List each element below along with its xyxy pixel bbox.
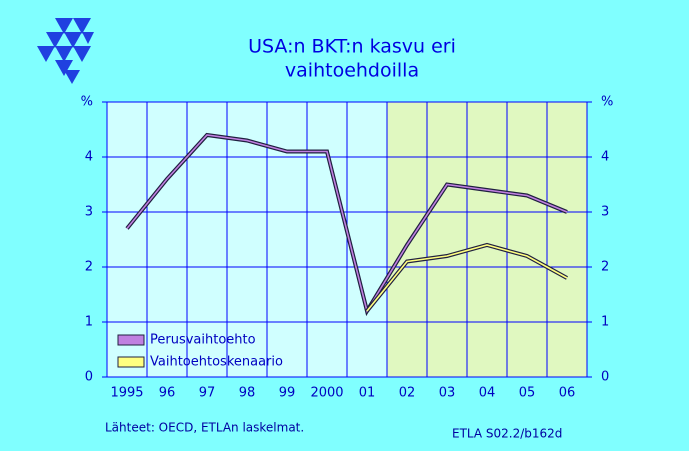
y-tick-label: 4 bbox=[601, 150, 609, 165]
legend-swatch bbox=[117, 356, 145, 368]
chart-title: USA:n BKT:n kasvu eri bbox=[248, 36, 456, 58]
chart-title: vaihtoehdoilla bbox=[285, 60, 419, 82]
y-tick-label: 2 bbox=[85, 260, 93, 275]
x-tick-label: 02 bbox=[399, 386, 416, 401]
x-tick-label: 96 bbox=[159, 386, 176, 401]
y-tick-label: 4 bbox=[85, 150, 93, 165]
y-tick-label: % bbox=[601, 95, 613, 110]
y-tick-label: 3 bbox=[601, 205, 609, 220]
plot-border bbox=[106, 101, 588, 378]
forecast-area bbox=[387, 102, 587, 377]
y-tick-label: 0 bbox=[601, 370, 609, 385]
legend-swatch bbox=[117, 334, 145, 346]
y-tick-label: 0 bbox=[85, 370, 93, 385]
source: Lähteet: OECD, ETLAn laskelmat. bbox=[105, 421, 304, 435]
legend-label: Perusvaihtoehto bbox=[150, 333, 256, 348]
x-tick-label: 04 bbox=[479, 386, 496, 401]
logo bbox=[37, 18, 94, 84]
y-tick-label: % bbox=[81, 95, 93, 110]
series-line bbox=[366, 244, 568, 312]
x-tick-label: 98 bbox=[239, 386, 256, 401]
x-tick-label: 99 bbox=[279, 386, 296, 401]
x-tick-label: 03 bbox=[439, 386, 456, 401]
x-tick-label: 97 bbox=[199, 386, 216, 401]
series-line bbox=[126, 134, 568, 314]
y-tick-label: 3 bbox=[85, 205, 93, 220]
x-tick-label: 01 bbox=[359, 386, 376, 401]
x-tick-label: 05 bbox=[519, 386, 536, 401]
chart-code: ETLA S02.2/b162d bbox=[452, 427, 562, 441]
x-tick-label: 06 bbox=[559, 386, 576, 401]
x-tick-label: 1995 bbox=[110, 386, 143, 401]
y-tick-label: 1 bbox=[601, 315, 609, 330]
legend-label: Vaihtoehtoskenaario bbox=[150, 355, 283, 370]
y-tick-label: 2 bbox=[601, 260, 609, 275]
x-tick-label: 2000 bbox=[310, 386, 343, 401]
y-tick-label: 1 bbox=[85, 315, 93, 330]
